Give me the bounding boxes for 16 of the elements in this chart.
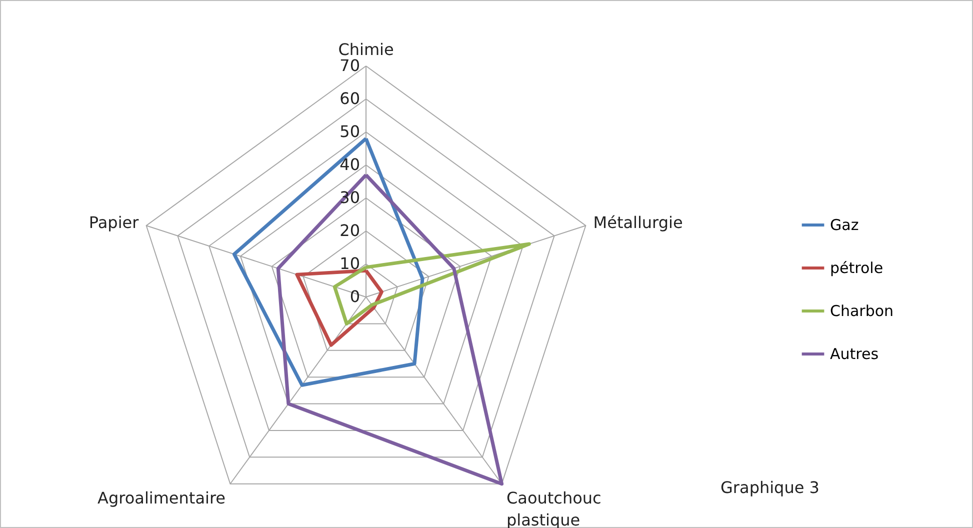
y-tick-label: 10	[340, 254, 360, 273]
y-tick-label: 60	[340, 89, 360, 108]
y-tick-label: 40	[340, 155, 360, 174]
spoke-label: Papier	[88, 213, 140, 232]
legend-label: Charbon	[830, 302, 894, 320]
spoke-label: Métallurgie	[593, 213, 683, 232]
y-tick-label: 50	[340, 122, 360, 141]
spoke-label: Agroalimentaire	[98, 488, 226, 508]
legend-label: pétrole	[830, 259, 884, 277]
text: Graphique 3	[720, 478, 820, 497]
y-tick-label: 0	[350, 287, 360, 306]
legend-label: Autres	[830, 345, 879, 363]
y-tick-label: 70	[340, 56, 360, 75]
legend-label: Gaz	[830, 216, 859, 234]
spoke-label: Chimie	[338, 40, 394, 59]
y-tick-label: 20	[340, 221, 360, 240]
